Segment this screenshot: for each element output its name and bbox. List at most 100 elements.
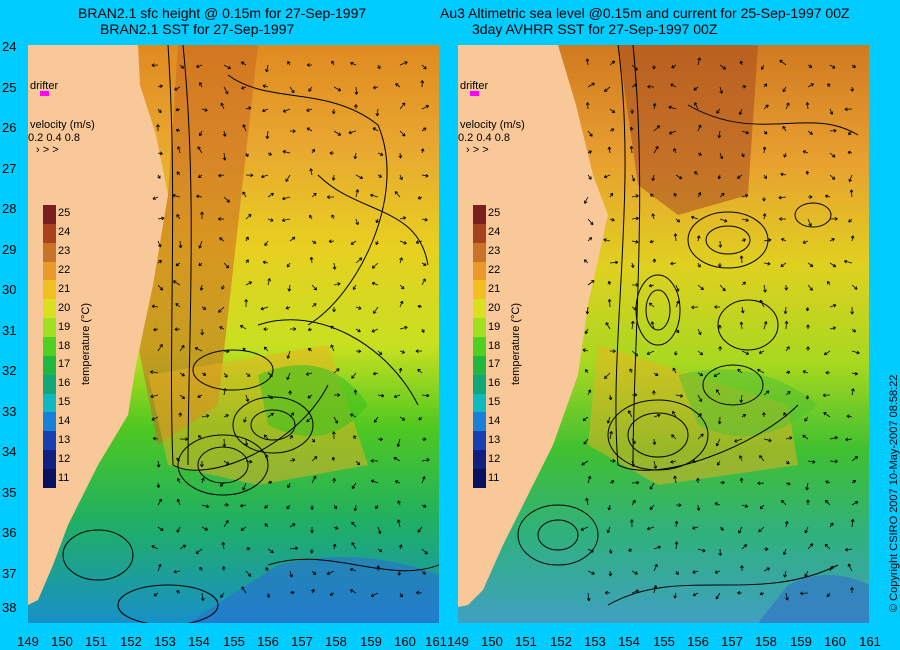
current-arrow bbox=[675, 394, 684, 398]
current-arrow bbox=[696, 235, 701, 242]
current-arrow bbox=[393, 394, 401, 399]
current-arrow bbox=[420, 148, 425, 154]
current-arrow bbox=[175, 107, 181, 112]
current-arrow bbox=[311, 192, 317, 198]
colorbar-tick-label: 16 bbox=[58, 377, 71, 390]
current-arrow bbox=[175, 128, 181, 133]
current-arrow bbox=[421, 105, 430, 110]
current-arrow bbox=[222, 152, 227, 161]
temperature-colorbar bbox=[473, 205, 486, 488]
current-arrow bbox=[289, 523, 296, 528]
current-arrow bbox=[267, 480, 273, 485]
current-arrow bbox=[697, 57, 701, 66]
current-arrow bbox=[763, 261, 771, 266]
current-arrow bbox=[653, 585, 658, 594]
current-arrow bbox=[763, 567, 770, 572]
current-arrow bbox=[653, 145, 659, 154]
colorbar-segment bbox=[43, 242, 56, 262]
current-arrow bbox=[717, 416, 722, 425]
current-arrow bbox=[719, 218, 728, 223]
lon-label: 156 bbox=[687, 634, 709, 649]
current-arrow bbox=[718, 324, 722, 330]
current-arrow bbox=[264, 523, 269, 528]
current-arrow bbox=[648, 302, 655, 308]
current-arrow bbox=[649, 504, 655, 510]
current-arrow bbox=[285, 174, 291, 182]
lat-label: 33 bbox=[2, 404, 17, 419]
current-arrow bbox=[311, 588, 315, 594]
current-arrow bbox=[802, 370, 809, 374]
current-arrow bbox=[267, 278, 271, 286]
current-arrow bbox=[355, 257, 363, 264]
colorbar-segment bbox=[473, 412, 486, 432]
current-arrow bbox=[671, 434, 677, 440]
current-arrow bbox=[179, 544, 187, 550]
current-arrow bbox=[150, 370, 159, 374]
lat-label: 29 bbox=[2, 242, 17, 257]
current-arrow bbox=[421, 548, 428, 555]
current-arrow bbox=[199, 82, 203, 88]
current-arrow bbox=[763, 547, 769, 551]
colorbar-tick-label: 17 bbox=[58, 358, 71, 371]
current-arrow bbox=[785, 391, 791, 396]
current-arrow bbox=[310, 526, 314, 534]
current-arrow bbox=[418, 416, 423, 421]
current-arrow bbox=[152, 436, 159, 441]
current-arrow bbox=[850, 518, 855, 528]
current-arrow bbox=[261, 174, 269, 179]
current-arrow bbox=[675, 174, 683, 180]
current-arrow bbox=[286, 504, 291, 510]
current-arrow bbox=[306, 63, 313, 67]
current-arrow bbox=[287, 284, 292, 292]
copyright-text: © Copyright CSIRO 2007 10-May-2007 08:58… bbox=[888, 374, 900, 612]
current-arrow bbox=[370, 479, 379, 484]
current-arrow bbox=[310, 504, 314, 510]
current-arrow bbox=[783, 306, 788, 315]
current-arrow bbox=[580, 526, 589, 531]
current-arrow bbox=[263, 327, 269, 331]
colorbar-segment bbox=[43, 205, 56, 224]
current-arrow bbox=[739, 255, 744, 264]
current-arrow bbox=[223, 460, 230, 465]
current-arrow bbox=[609, 480, 615, 484]
current-arrow bbox=[417, 368, 423, 374]
current-arrow bbox=[846, 414, 853, 419]
current-arrow bbox=[782, 86, 787, 93]
current-arrow bbox=[244, 299, 249, 308]
current-arrow bbox=[807, 543, 814, 550]
current-arrow bbox=[222, 388, 227, 396]
current-arrow bbox=[631, 194, 639, 198]
current-arrow bbox=[583, 438, 589, 445]
current-arrow bbox=[781, 238, 787, 242]
current-arrow bbox=[306, 127, 313, 132]
current-arrow bbox=[241, 586, 247, 594]
drifter-marker-icon bbox=[40, 91, 49, 96]
current-arrow bbox=[587, 150, 592, 154]
current-arrow bbox=[372, 85, 379, 90]
current-arrow bbox=[311, 438, 316, 443]
current-arrow bbox=[587, 174, 592, 180]
right-title-line1: Au3 Altimetric sea level @0.15m and curr… bbox=[440, 5, 850, 21]
current-arrow bbox=[717, 174, 722, 180]
colorbar-tick-label: 16 bbox=[488, 377, 501, 390]
current-arrow bbox=[157, 343, 163, 352]
current-arrow bbox=[629, 145, 634, 154]
current-arrow bbox=[240, 61, 247, 66]
current-arrow bbox=[845, 437, 853, 442]
current-arrow bbox=[266, 592, 271, 598]
current-arrow bbox=[807, 459, 816, 464]
current-arrow bbox=[399, 174, 403, 181]
current-arrow bbox=[800, 591, 809, 596]
current-arrow bbox=[331, 456, 336, 462]
current-arrow bbox=[150, 394, 159, 399]
current-arrow bbox=[355, 174, 363, 180]
current-arrow bbox=[151, 63, 159, 68]
current-arrow bbox=[377, 526, 382, 535]
current-arrow bbox=[609, 459, 616, 463]
current-arrow bbox=[221, 284, 225, 290]
current-arrow bbox=[631, 174, 636, 182]
current-arrow bbox=[653, 545, 661, 550]
current-arrow bbox=[587, 548, 594, 553]
current-arrow bbox=[653, 413, 661, 418]
current-arrow bbox=[825, 499, 831, 506]
